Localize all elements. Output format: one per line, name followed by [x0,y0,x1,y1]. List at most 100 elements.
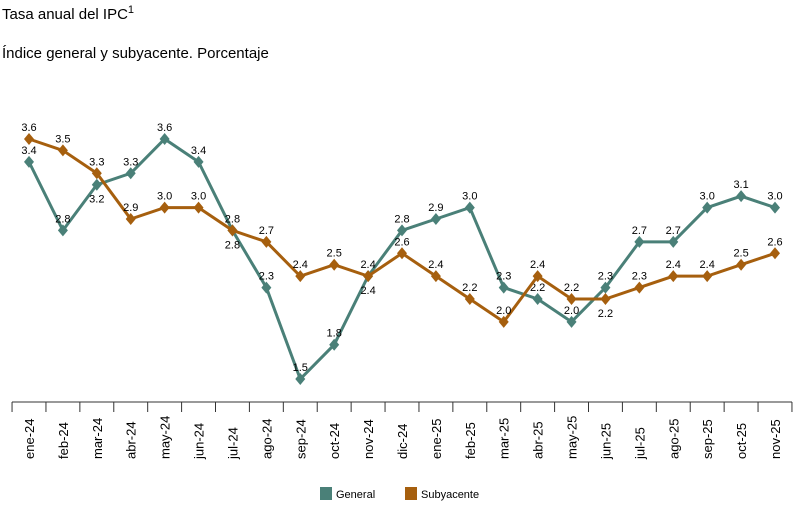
data-point [702,270,713,283]
data-point [295,373,306,385]
x-tick-label: ago-25 [666,419,681,459]
data-point [295,270,306,283]
data-point [702,201,713,214]
data-label: 3.0 [191,191,206,203]
data-point [736,258,747,271]
data-label: 2.7 [632,225,647,237]
data-label: 2.2 [564,282,579,294]
data-label: 1.8 [327,328,342,340]
data-point [430,270,441,283]
x-tick-label: ago-24 [259,419,274,459]
data-point [125,167,136,180]
x-tick-label: mar-24 [90,418,105,459]
data-label: 3.3 [123,156,138,168]
data-label: 2.6 [767,236,782,248]
data-label: 2.4 [293,259,308,271]
x-tick-label: ene-25 [429,419,444,459]
x-tick-label: feb-24 [56,422,71,459]
data-label: 2.7 [666,225,681,237]
data-label: 2.8 [225,213,240,225]
data-point [57,144,68,157]
data-label: 2.4 [530,259,545,271]
data-point [736,190,747,203]
x-tick-label: oct-24 [327,423,342,459]
data-label: 2.2 [462,282,477,294]
data-label: 2.4 [360,285,375,297]
data-point [193,201,204,214]
legend-label: General [336,489,375,501]
data-label: 2.8 [225,239,240,251]
data-label: 2.8 [394,213,409,225]
data-point [24,155,34,168]
data-point [566,293,577,305]
x-tick-label: mar-25 [497,418,512,459]
x-tick-label: feb-25 [463,422,478,459]
x-tick-label: nov-25 [768,419,783,459]
data-point [668,235,679,248]
x-tick-label: jun-24 [192,423,207,460]
data-point [261,235,272,248]
data-label: 3.0 [462,191,477,203]
data-label: 2.4 [700,259,715,271]
data-point [24,133,34,145]
x-tick-label: nov-24 [361,419,376,459]
data-point [91,178,102,191]
data-label: 2.4 [666,259,681,271]
x-tick-label: abr-25 [531,421,546,459]
data-point [329,338,340,351]
data-point [261,281,272,294]
data-label: 2.5 [327,248,342,260]
data-point [430,213,441,225]
data-point [600,293,611,305]
x-tick-label: may-25 [565,416,580,459]
legend-swatch [320,487,332,500]
data-point [57,224,68,237]
x-tick-label: jul-25 [632,427,647,460]
data-point [464,201,475,214]
data-label: 2.4 [428,259,443,271]
x-tick-label: oct-25 [734,423,749,459]
data-label: 3.0 [767,191,782,203]
data-point [634,235,645,248]
data-label: 2.6 [394,236,409,248]
chart-title: Tasa anual del IPC1 [2,4,134,23]
chart-subtitle: Índice general y subyacente. Porcentaje [2,45,269,62]
data-point [91,167,102,180]
data-label: 3.4 [191,145,206,157]
data-label: 3.0 [700,191,715,203]
data-label: 2.2 [530,282,545,294]
data-label: 1.5 [293,362,308,374]
data-label: 2.9 [123,202,138,214]
x-tick-label: sep-24 [293,419,308,459]
data-point [397,247,407,260]
x-tick-label: abr-24 [124,421,139,459]
data-label: 2.2 [598,308,613,320]
data-point [329,258,340,271]
data-label: 2.3 [632,271,647,283]
data-point [532,293,543,305]
series-subyacente: 3.6 3.5 3.3 2.9 3.0 3.0 2.8 2.7 2.4 2.5 2.4 2.6 2.4 2… [21,122,783,328]
data-point [193,155,204,168]
data-label: 2.5 [733,248,748,260]
data-label: 3.5 [55,133,70,145]
data-point [566,315,577,328]
data-point [600,281,611,294]
series-general: 3.42.83.23.33.63.42.82.31.51.82.42.82.93… [21,122,783,385]
x-tick-label: dic-24 [395,424,410,459]
data-point [125,213,136,225]
data-label: 2.0 [564,305,579,317]
data-label: 2.8 [55,213,70,225]
data-point [159,201,170,214]
data-point [668,270,679,283]
legend-label: Subyacente [421,489,479,501]
data-point [363,270,374,283]
data-label: 3.6 [21,122,36,134]
data-point [159,133,170,145]
data-label: 2.0 [496,305,511,317]
data-point [770,247,780,260]
data-label: 3.1 [733,179,748,191]
x-tick-label: jul-24 [225,427,240,460]
data-label: 3.4 [21,145,36,157]
data-label: 2.9 [428,202,443,214]
